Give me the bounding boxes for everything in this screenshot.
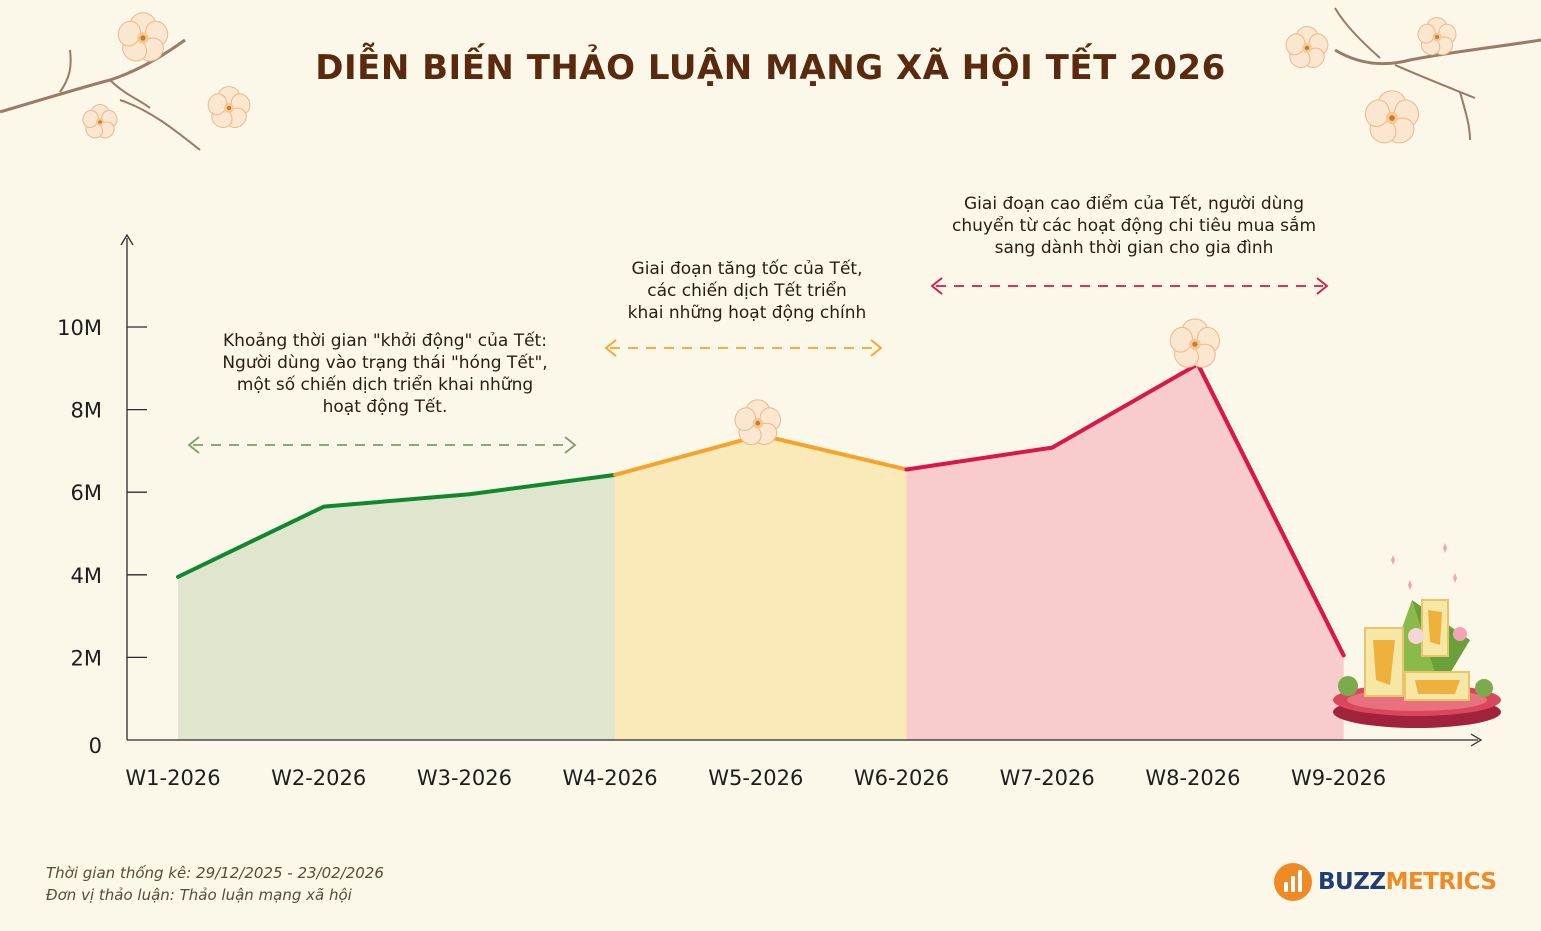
logo-text-metrics: METRICS [1385,869,1497,895]
phase1-line-2: Người dùng vào trạng thái "hóng Tết", [222,353,548,373]
blossom-stamen [226,105,232,111]
y-tick-label: 2M [71,646,102,670]
y-axis-ticks: 0 2M 4M 6M 8M 10M [57,316,147,758]
blossom-stamen [98,120,102,124]
x-axis-ticks: W1-2026 W2-2026 W3-2026 W4-2026 W5-2026 W6-20… [125,766,1386,790]
twig [59,49,72,93]
cake-slice [1404,671,1470,701]
chart-title: DIỄN BIẾN THẢO LUẬN MẠNG XÃ HỘI TẾT 2026 [315,48,1226,88]
x-tick-label: W1-2026 [125,766,220,790]
phase2-arrow-head-left [604,339,617,357]
blossom-icon [117,12,169,62]
blossom-stamen [755,420,761,426]
garnish [1338,676,1358,696]
phase1-arrow-head-right [564,436,577,454]
sparkle [1391,555,1395,565]
blossom-icon [1285,26,1329,69]
sparkle [1453,573,1457,583]
x-tick-label: W3-2026 [417,766,512,790]
flower [1453,627,1467,641]
buzzmetrics-logo: BUZZMETRICS [1274,862,1497,902]
phase1-line [176,472,618,579]
logo-text: BUZZMETRICS [1318,869,1497,895]
axes [120,233,1483,747]
blossom-branch-left-icon [0,12,251,151]
blossom-stamen [1304,45,1310,51]
flower [1408,628,1424,644]
x-tick-label: W8-2026 [1145,766,1240,790]
phase3-line-3: sang dành thời gian cho gia đình [994,238,1274,258]
footnote-period: Thời gian thống kê: 29/12/2025 - 23/02/2… [46,864,384,882]
footnote-unit: Đơn vị thảo luận: Thảo luận mạng xã hội [46,886,352,904]
twig [119,99,201,151]
phase3-tail-area [1197,364,1344,740]
sparkle [1408,580,1412,590]
branch [1334,38,1541,66]
twig [109,79,151,109]
blossom-icon [1364,90,1420,144]
phase2-area [615,435,907,740]
phase3-annotation: Giai đoạn cao điểm của Tết, người dùng c… [924,193,1344,259]
phase1-arrow-head-left [187,436,200,454]
blossom-w5-icon [734,399,782,445]
phase2-line-2: các chiến dịch Tết triển [647,281,847,301]
x-tick-label: W6-2026 [854,766,949,790]
cake-slice [1364,627,1404,697]
x-tick-label: W5-2026 [708,766,803,790]
y-tick-label: 6M [71,481,102,505]
phase-fills [178,364,1344,740]
phase1-annotation: Khoảng thời gian "khởi động" của Tết: Ng… [195,330,575,418]
y-tick-label: 10M [57,316,102,340]
twig [1394,64,1476,99]
y-tick-label: 0 [89,734,102,758]
blossom-stamen [1192,341,1198,347]
blossom-icon [207,86,251,129]
blossom-icon [82,104,118,139]
x-tick-label: W7-2026 [1000,766,1095,790]
blossom-w8-icon [1169,318,1221,368]
phase3-arrow-head-left [930,277,943,295]
x-tick-label: W4-2026 [563,766,658,790]
twig [1334,7,1381,59]
phase-arrows [187,277,1329,454]
x-tick-label: W9-2026 [1291,766,1386,790]
logo-text-buzz: BUZZ [1318,869,1386,895]
blossom-icon [1417,17,1457,56]
phase1-area [178,474,616,740]
phase2-line-1: Giai đoạn tăng tốc của Tết, [631,259,863,279]
phase3-line-1: Giai đoạn cao điểm của Tết, người dùng [964,194,1304,214]
cake-filling [1373,640,1395,685]
peak-blossoms [734,318,1221,445]
blossom-branch-right-icon [1285,7,1541,144]
phase1-line-4: hoạt động Tết. [322,397,448,417]
y-tick-label: 8M [71,399,102,423]
twig [1459,91,1471,141]
blossom-stamen [1389,115,1395,121]
blossom-stamen [140,35,146,41]
y-tick-label: 4M [71,564,102,588]
blossom-stamen [1435,35,1439,39]
bar-chart-bubble-icon [1274,863,1312,901]
banh-chung-tray-icon [1333,543,1501,728]
phase3-arrow-head-right [1316,277,1329,295]
cake-filling [1415,680,1460,694]
phase3-line-2: chuyển từ các hoạt động chi tiêu mua sắm [951,216,1317,236]
phase1-line-1: Khoảng thời gian "khởi động" của Tết: [223,331,547,351]
phase1-line-3: một số chiến dịch triển khai những [236,375,534,395]
cake-filling [1428,610,1442,645]
phase2-annotation: Giai đoạn tăng tốc của Tết, các chiến dị… [597,258,897,324]
x-tick-label: W2-2026 [271,766,366,790]
phase2-arrow-head-right [870,339,883,357]
x-axis-arrow [1470,733,1483,747]
garnish [1475,679,1493,697]
y-axis-arrow [120,233,134,246]
branch [0,38,186,114]
phase3-tail-line [1195,362,1346,658]
phase2-line-3: khai những hoạt động chính [627,303,867,323]
sparkle [1443,543,1447,553]
